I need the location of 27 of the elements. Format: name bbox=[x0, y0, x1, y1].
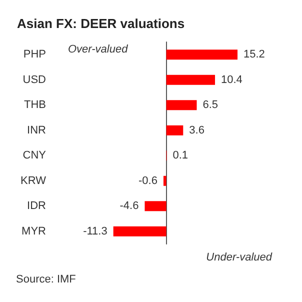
bar bbox=[166, 100, 197, 110]
data-label: 6.5 bbox=[202, 99, 218, 112]
bar bbox=[166, 125, 184, 136]
bar bbox=[144, 201, 166, 212]
y-tick-label: THB bbox=[24, 99, 46, 112]
data-label: 15.2 bbox=[244, 48, 265, 61]
bar bbox=[166, 50, 238, 60]
y-tick-label: CNY bbox=[22, 150, 47, 162]
data-label: -4.6 bbox=[120, 200, 139, 212]
y-tick-label: PHP bbox=[23, 48, 46, 61]
data-label: -0.6 bbox=[138, 174, 158, 187]
chart-title: Asian FX: DEER valuations bbox=[17, 16, 185, 31]
data-label: 10.4 bbox=[221, 74, 242, 86]
annotation: Over-valued bbox=[68, 44, 129, 56]
y-tick-label: KRW bbox=[20, 174, 47, 187]
data-label: 3.6 bbox=[189, 124, 204, 136]
data-label: 0.1 bbox=[172, 150, 188, 162]
y-tick-label: USD bbox=[22, 74, 46, 86]
bar bbox=[166, 74, 216, 85]
text: Under-valued bbox=[206, 252, 273, 264]
y-tick-label: IDR bbox=[27, 200, 46, 212]
y-tick-label: INR bbox=[27, 124, 46, 136]
bar bbox=[163, 176, 166, 186]
source-note: Source: IMF bbox=[16, 274, 76, 286]
y-tick-label: MYR bbox=[22, 225, 46, 238]
data-label: -11.3 bbox=[83, 225, 108, 238]
bar bbox=[113, 226, 166, 236]
